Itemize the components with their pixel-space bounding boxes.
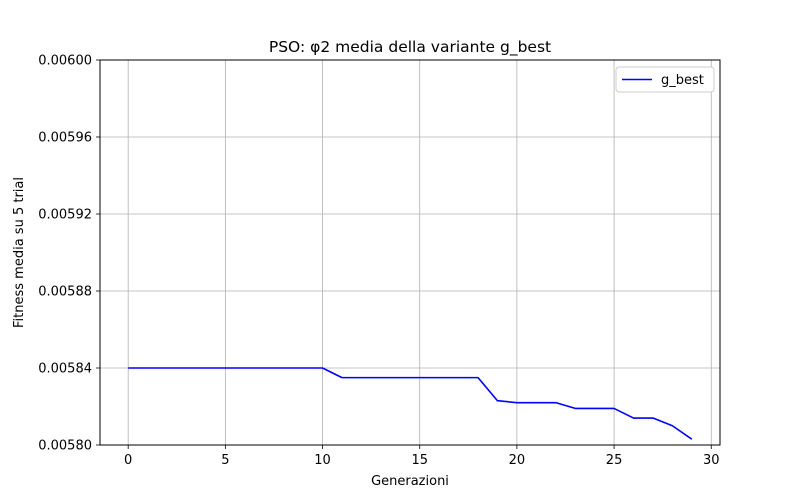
x-axis-label: Generazioni <box>371 474 449 489</box>
series-layer <box>128 367 693 440</box>
series-line-g-best <box>128 367 693 440</box>
chart-title: PSO: φ2 media della variante g_best <box>269 38 551 57</box>
x-tick-label: 30 <box>703 453 720 468</box>
x-tick-label: 20 <box>509 453 526 468</box>
legend: g_best <box>615 66 715 93</box>
x-tick-label: 5 <box>221 453 229 468</box>
y-axis-ticks: 0.00580 0.00584 0.00588 0.00592 0.00596 0.006… <box>38 54 100 454</box>
legend-label-g-best: g_best <box>661 73 704 88</box>
x-axis-ticks: 0 5 10 15 20 25 30 <box>124 445 720 468</box>
x-tick-label: 25 <box>606 453 623 468</box>
y-tick-label: 0.00596 <box>38 131 92 146</box>
plot-frame <box>99 59 721 446</box>
y-axis-label: Fitness media su 5 trial <box>12 177 27 328</box>
y-tick-label: 0.00584 <box>38 362 92 377</box>
x-tick-label: 15 <box>411 453 428 468</box>
y-tick-label: 0.00588 <box>38 285 92 300</box>
y-tick-label: 0.00580 <box>38 439 92 454</box>
x-tick-label: 0 <box>124 453 132 468</box>
x-tick-label: 10 <box>314 453 331 468</box>
y-tick-label: 0.00600 <box>38 54 92 69</box>
legend-box <box>615 66 715 93</box>
y-tick-label: 0.00592 <box>38 208 92 223</box>
